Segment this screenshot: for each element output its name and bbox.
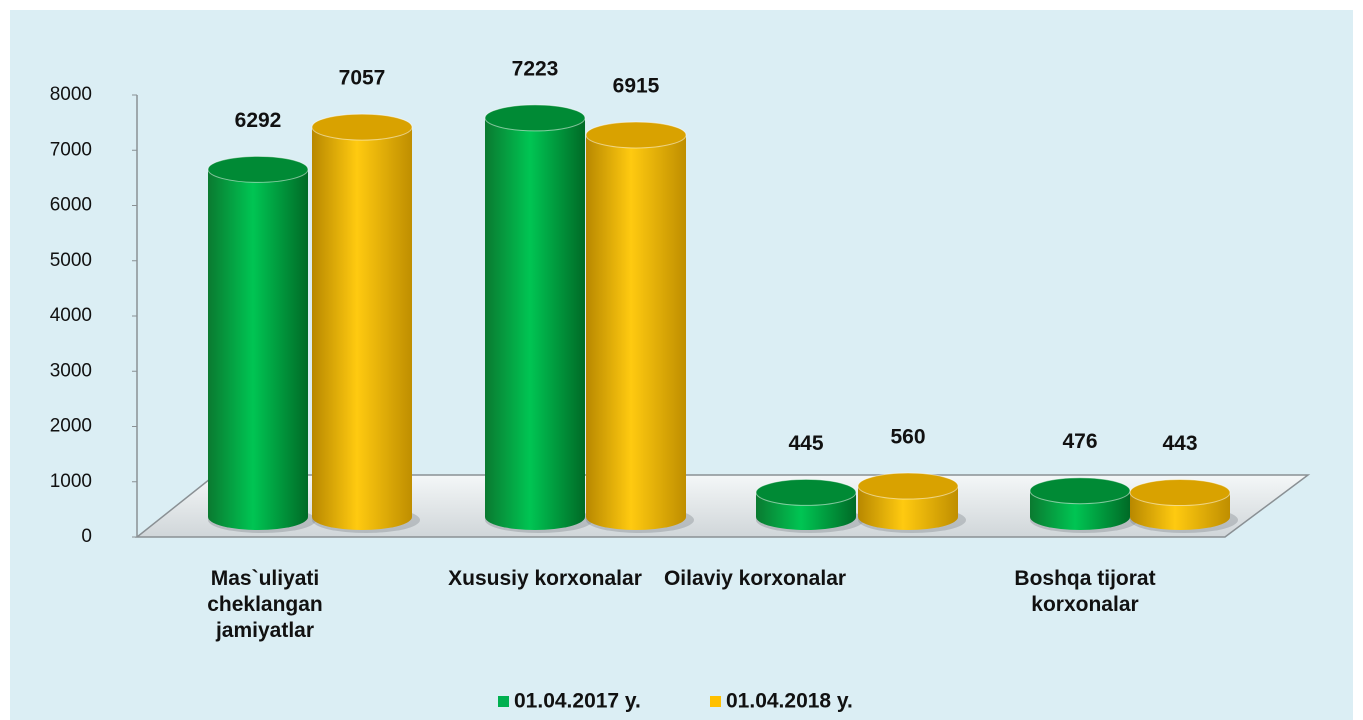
bar-top	[585, 121, 687, 149]
cylinder	[311, 113, 420, 533]
bar-top	[755, 478, 857, 506]
cylinder	[755, 478, 864, 533]
bar-top	[1029, 477, 1131, 505]
floor	[134, 474, 1311, 538]
bar	[312, 127, 412, 530]
value-label: 445	[788, 432, 823, 455]
legend-swatch	[710, 696, 721, 707]
y-tick-label: 3000	[50, 360, 92, 381]
bar-top	[484, 104, 586, 132]
y-tick-label: 8000	[50, 84, 92, 105]
cylinder	[585, 121, 694, 533]
bar	[208, 169, 308, 530]
cylinder	[857, 472, 966, 533]
value-label: 7223	[512, 57, 559, 80]
cylinder	[207, 155, 316, 533]
value-label: 443	[1162, 432, 1197, 455]
legend-label: 01.04.2017 y.	[514, 690, 641, 713]
y-tick-label: 2000	[50, 416, 92, 437]
y-tick-label: 1000	[50, 471, 92, 492]
x-tick-label: Mas`uliyati cheklangan jamiyatlar	[207, 567, 323, 642]
value-label: 560	[890, 426, 925, 449]
value-label: 6915	[613, 74, 660, 97]
x-tick-label: Xususiy korxonalar	[448, 567, 642, 590]
y-tick-label: 6000	[50, 195, 92, 216]
bar	[586, 134, 686, 531]
y-tick-label: 5000	[50, 250, 92, 271]
y-tick-label: 7000	[50, 139, 92, 160]
legend-swatch	[498, 696, 509, 707]
y-tick-label: 0	[81, 526, 92, 547]
bar-top	[1129, 479, 1231, 507]
cylinder	[1129, 479, 1238, 533]
bar-top	[857, 472, 959, 500]
value-label: 476	[1062, 430, 1097, 453]
bar	[485, 117, 585, 530]
value-label: 7057	[339, 67, 386, 90]
y-tick-label: 4000	[50, 305, 92, 326]
legend-label: 01.04.2018 y.	[726, 690, 853, 713]
cylinder	[1029, 477, 1138, 533]
bar-top	[311, 113, 413, 141]
cylinder	[484, 104, 593, 533]
bar-top	[207, 155, 309, 183]
value-label: 6292	[235, 109, 282, 132]
x-tick-label: Boshqa tijorat korxonalar	[1014, 567, 1156, 616]
x-tick-label: Oilaviy korxonalar	[663, 567, 847, 590]
